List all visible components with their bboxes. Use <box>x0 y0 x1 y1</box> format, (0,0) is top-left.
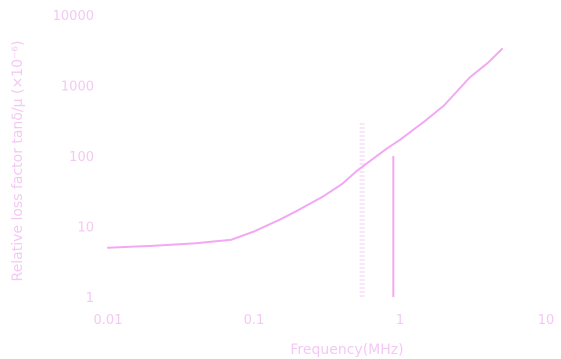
y-axis-tick-labels: 1 10 100 1000 10000 <box>53 9 94 306</box>
x-axis-tick-labels: 0.01 0.1 1 10 <box>94 313 555 328</box>
y-axis-title: Relative loss factor tanδ/μ (×10⁻⁶) <box>10 41 26 282</box>
y-tick-label: 10000 <box>53 9 94 24</box>
y-tick-label: 10 <box>77 221 94 236</box>
annotation-layer <box>359 122 395 297</box>
x-tick-label: 10 <box>538 313 555 328</box>
series-layer <box>107 47 503 249</box>
y-tick-label: 1 <box>86 291 94 306</box>
y-tick-label: 100 <box>69 150 94 165</box>
x-tick-label: 1 <box>396 313 404 328</box>
series-line <box>107 47 503 249</box>
x-axis-title: Frequency(MHz) <box>290 342 403 358</box>
x-tick-label: 0.1 <box>244 313 265 328</box>
x-tick-label: 0.01 <box>94 313 123 328</box>
y-tick-label: 1000 <box>61 80 94 95</box>
